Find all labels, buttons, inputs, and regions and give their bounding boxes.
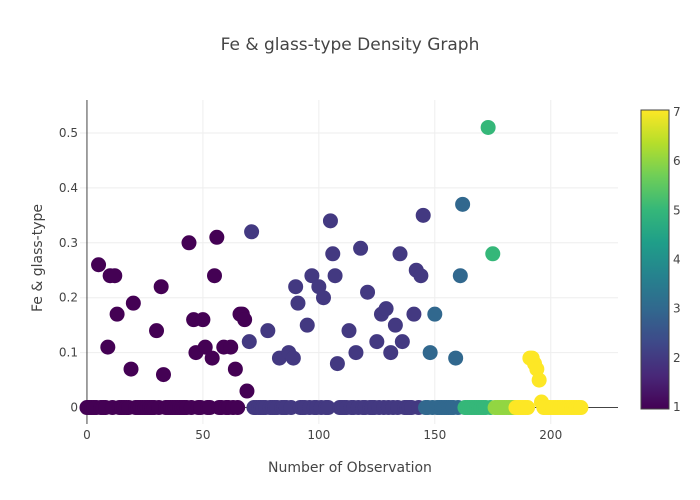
x-tick-label: 200: [539, 428, 562, 442]
data-point: [299, 317, 315, 333]
data-point: [378, 301, 394, 317]
gridlines: [80, 100, 618, 424]
y-tick-label: 0.5: [59, 126, 78, 140]
colorbar-tick-label: 7: [673, 105, 681, 119]
data-point: [531, 372, 547, 388]
colorbar-ticks: 1 2 3 4 5 6 7: [673, 105, 681, 414]
data-point: [123, 361, 139, 377]
data-point: [207, 268, 222, 284]
data-point: [107, 268, 123, 284]
data-point: [427, 306, 443, 322]
data-point: [325, 246, 341, 262]
data-point: [360, 284, 376, 300]
data-point: [100, 339, 116, 355]
y-axis-title: Fe & glass-type: [30, 204, 46, 312]
data-point: [387, 317, 403, 333]
data-point: [415, 207, 431, 223]
data-point: [230, 400, 246, 416]
data-point: [320, 400, 336, 416]
data-point: [353, 240, 369, 256]
data-point: [348, 345, 364, 361]
data-point: [485, 246, 501, 262]
data-point: [223, 339, 239, 355]
data-point: [315, 290, 331, 306]
data-point: [452, 268, 468, 284]
data-point: [109, 306, 125, 322]
y-tick-label: 0.4: [59, 181, 78, 195]
chart-title: Fe & glass-type Density Graph: [221, 35, 480, 55]
colorbar-tick-label: 5: [673, 203, 681, 217]
data-point: [91, 257, 107, 273]
data-point: [322, 213, 338, 229]
y-tick-label: 0: [70, 401, 78, 415]
colorbar-tick-label: 6: [673, 154, 681, 168]
data-points: [79, 119, 589, 416]
data-point: [227, 361, 243, 377]
data-point: [237, 312, 253, 328]
data-point: [383, 345, 399, 361]
colorbar-gradient: [640, 109, 670, 410]
data-point: [204, 350, 220, 366]
x-tick-label: 50: [195, 428, 210, 442]
x-tick-label: 0: [83, 428, 91, 442]
y-axis-ticks: 0 0.1 0.2 0.3 0.4 0.5: [59, 126, 78, 415]
data-point: [448, 350, 464, 366]
data-point: [341, 323, 357, 339]
data-point: [244, 224, 260, 240]
x-tick-label: 150: [423, 428, 446, 442]
data-point: [153, 279, 169, 295]
x-axis-title: Number of Observation: [268, 460, 432, 476]
data-point: [285, 350, 301, 366]
data-point: [392, 246, 408, 262]
data-point: [422, 345, 438, 361]
data-point: [239, 383, 255, 399]
colorbar-tick-label: 2: [673, 351, 681, 365]
data-point: [520, 400, 536, 416]
data-point: [149, 323, 165, 339]
colorbar: 1 2 3 4 5 6 7: [640, 105, 681, 414]
data-point: [304, 268, 320, 284]
data-point: [197, 339, 213, 355]
data-point: [455, 196, 471, 212]
x-axis-ticks: 0 50 100 150 200: [83, 428, 562, 442]
data-point: [290, 295, 306, 311]
y-tick-label: 0.2: [59, 291, 78, 305]
x-tick-label: 100: [307, 428, 330, 442]
colorbar-tick-label: 4: [673, 253, 681, 267]
data-point: [480, 119, 496, 135]
data-point: [155, 367, 171, 383]
data-point: [125, 295, 141, 311]
data-point: [573, 400, 589, 416]
data-point: [209, 229, 225, 245]
y-tick-label: 0.3: [59, 236, 78, 250]
data-point: [394, 334, 410, 350]
data-point: [288, 279, 304, 295]
data-point: [329, 356, 345, 372]
colorbar-tick-label: 3: [673, 302, 681, 316]
data-point: [181, 235, 197, 251]
colorbar-tick-label: 1: [673, 400, 681, 414]
data-point: [260, 323, 276, 339]
data-point: [369, 334, 385, 350]
data-point: [413, 268, 429, 284]
data-point: [241, 334, 257, 350]
y-tick-label: 0.1: [59, 346, 78, 360]
data-point: [195, 312, 211, 328]
data-point: [327, 268, 343, 284]
data-point: [406, 306, 422, 322]
